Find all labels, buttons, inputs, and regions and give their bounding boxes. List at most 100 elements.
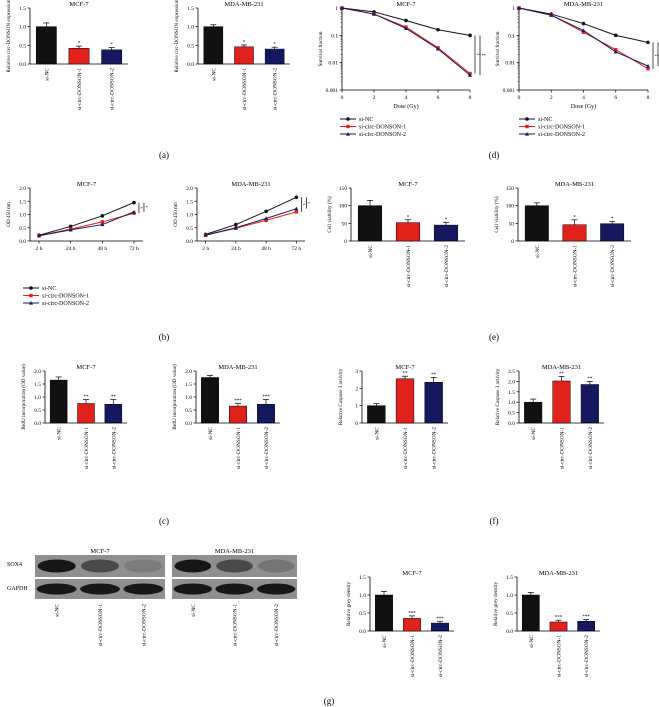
y-tick-label: 0.1 xyxy=(331,33,338,39)
data-point xyxy=(468,73,472,77)
data-point xyxy=(646,40,650,45)
blot-title: MCF-7 xyxy=(90,548,110,555)
x-tick-label: 48 h xyxy=(98,246,108,252)
y-axis-label: BrdU incorporation (OD value) xyxy=(171,364,178,430)
bar xyxy=(524,401,543,424)
y-tick-label: 1.0 xyxy=(19,213,26,219)
y-tick-label: 100 xyxy=(339,204,348,210)
panel-label-b: (b) xyxy=(159,332,170,342)
significance-mark: *** xyxy=(408,611,416,616)
x-tick-label: 4 xyxy=(582,95,585,101)
significance-mark: ** xyxy=(559,372,565,377)
data-point xyxy=(100,220,105,224)
legend-marker xyxy=(29,301,33,305)
bar xyxy=(431,622,449,632)
data-point xyxy=(614,47,618,52)
chart-a1: MCF-7 0.0 0.5 1.0 1.5 Relative circ-DONSON ex… xyxy=(6,0,128,110)
data-point xyxy=(404,26,408,30)
bar xyxy=(101,49,123,65)
y-tick-label: 1.5 xyxy=(19,199,26,205)
legend-label: si-circ-DONSON-2 xyxy=(359,132,406,138)
x-tick-label: si-circ-DONSON-2 xyxy=(432,427,438,470)
x-tick-label: 0 xyxy=(341,95,344,101)
x-tick-label: 0 xyxy=(518,95,521,101)
blot-band-gapdh xyxy=(80,583,120,595)
bar xyxy=(524,205,549,242)
charts-layer: MCF-7 0.0 0.5 1.0 1.5 Relative circ-DONSON ex… xyxy=(6,0,659,677)
y-tick-label: 1 xyxy=(512,6,515,12)
significance-mark: ** xyxy=(111,395,117,400)
data-point xyxy=(68,227,73,232)
blot-band-sox4 xyxy=(124,559,163,573)
blot-lane-label: si-circ-DONSON-1 xyxy=(98,604,104,647)
bar xyxy=(104,404,123,424)
y-tick-label: 150 xyxy=(506,186,515,192)
y-tick-label: 0.0 xyxy=(185,421,192,427)
bar xyxy=(403,618,421,632)
data-point xyxy=(517,6,521,10)
data-point xyxy=(581,21,586,26)
chart-f2: MDA-MB-231 0.0 0.5 1.0 1.5 2.0 2.5 Relative Cas… xyxy=(495,364,604,469)
bar xyxy=(395,222,421,242)
blot-band-sox4 xyxy=(37,559,76,573)
data-point xyxy=(68,224,73,229)
y-tick-label: 0.0 xyxy=(186,239,193,245)
data-point xyxy=(264,216,269,221)
legend-marker xyxy=(346,124,350,129)
chart-d2: MDA-MB-231 0.001 0.01 0.1 1 Survival fraction… xyxy=(494,1,659,110)
bar xyxy=(201,377,219,424)
chart-b2: MDA-MB-231 0.0 0.5 1.0 1.5 2.0 OD 450 nm 2 h 24 … xyxy=(173,181,311,252)
x-tick-label: 24 h xyxy=(231,246,241,252)
y-axis-label: OD 450 nm xyxy=(173,202,179,227)
data-point xyxy=(646,64,650,68)
y-tick-label: 1 xyxy=(335,6,338,12)
x-tick-label: si-circ-DONSON-1 xyxy=(410,635,416,678)
x-tick-label: si-circ-DONSON-1 xyxy=(560,427,566,470)
chart-c1: MCF-7 0.0 0.5 1.0 1.5 2.0 BrdU incorporation (… xyxy=(20,364,127,469)
chart-title: MCF-7 xyxy=(395,364,415,371)
chart-title: MDA-MB-231 xyxy=(539,570,578,577)
x-tick-label: 2 h xyxy=(202,246,209,252)
y-tick-label: 0.001 xyxy=(326,88,339,94)
significance-mark: * xyxy=(407,215,410,220)
bar xyxy=(562,224,587,242)
x-tick-label: si-circ-DONSON-1 xyxy=(557,635,563,678)
x-tick-label: si-NC xyxy=(44,68,50,81)
data-point xyxy=(264,218,268,223)
bar xyxy=(549,621,568,632)
y-tick-label: 0.0 xyxy=(187,62,194,68)
y-tick-label: 0.5 xyxy=(185,408,192,414)
data-point xyxy=(468,33,472,38)
chart-title: MCF-7 xyxy=(69,1,89,8)
x-tick-label: si-circ-DONSON-2 xyxy=(444,245,450,288)
legend-marker xyxy=(346,132,350,136)
data-point xyxy=(264,209,268,214)
blot-band-gapdh xyxy=(123,583,164,595)
panel-label-c: (c) xyxy=(159,516,169,526)
series-line xyxy=(38,202,135,236)
significance-mark: ** xyxy=(403,372,409,377)
y-tick-label: 2.0 xyxy=(19,186,26,192)
y-axis-label: OD 450 nm xyxy=(6,202,12,227)
y-tick-label: 0.1 xyxy=(508,33,515,39)
x-tick-label: si-circ-DONSON-2 xyxy=(111,427,117,470)
x-axis-label: Dose (Gy) xyxy=(393,103,418,110)
legend-label: si-circ-DONSON-2 xyxy=(538,132,585,138)
series-line xyxy=(205,196,297,235)
data-point xyxy=(340,6,344,10)
y-tick-label: 2.0 xyxy=(508,379,515,385)
x-tick-label: si-NC xyxy=(529,635,535,648)
y-tick-label: 3 xyxy=(355,369,358,375)
chart-title: MCF-7 xyxy=(76,364,96,371)
panel-label-g: (g) xyxy=(324,696,335,706)
series-line xyxy=(341,7,471,76)
y-tick-label: 50 xyxy=(509,221,515,227)
x-tick-label: si-NC xyxy=(368,245,374,258)
data-point xyxy=(613,49,618,54)
x-tick-label: si-circ-DONSON-2 xyxy=(588,427,594,470)
blot-band-gapdh xyxy=(257,583,296,595)
y-tick-label: 0.0 xyxy=(19,62,26,68)
y-tick-label: 0.0 xyxy=(359,629,366,635)
panel-label-a: (a) xyxy=(159,150,169,160)
significance-mark: * xyxy=(273,43,276,48)
